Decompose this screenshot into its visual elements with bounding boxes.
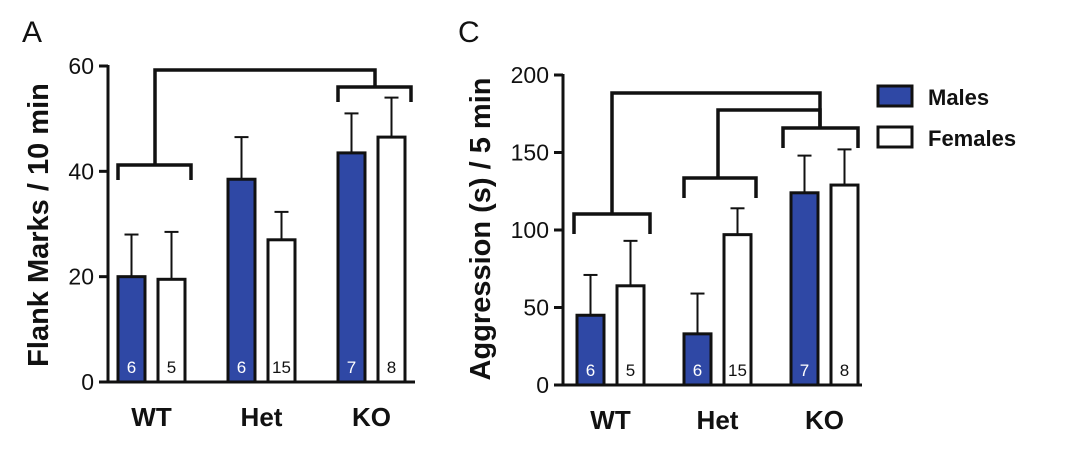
panel-c-bar-female bbox=[722, 233, 753, 387]
panel-c-y-tick-label: 50 bbox=[523, 295, 549, 321]
panel-a: A Flank Marks / 10 min 0 20 40 60 6 5 WT 6 15 Het… bbox=[22, 16, 415, 432]
panel-a-bar-female bbox=[266, 238, 297, 384]
panel-a-n-label-female: 15 bbox=[272, 358, 291, 377]
panel-a-n-label-male: 6 bbox=[127, 358, 136, 377]
panel-a-y-axis-label: Flank Marks / 10 min bbox=[23, 83, 55, 367]
panel-c-y-tick-label: 100 bbox=[511, 217, 549, 243]
panel-a-bar-male bbox=[336, 151, 367, 384]
panel-c-y-tick-label: 150 bbox=[511, 140, 549, 166]
panel-c-n-label-female: 8 bbox=[840, 361, 849, 380]
panel-a-plot: 0 20 40 60 6 5 WT 6 15 Het 7 8 KO bbox=[68, 53, 415, 432]
panel-c-plot: 0 50 100 150 200 6 5 WT 6 15 Het 7 8 KO bbox=[511, 62, 862, 435]
panel-c-significance-bracket bbox=[781, 126, 860, 148]
legend: Males Females bbox=[876, 84, 1016, 151]
legend-label-females: Females bbox=[928, 126, 1016, 151]
legend-swatch-males bbox=[876, 84, 914, 108]
panel-c-significance-bracket bbox=[572, 212, 652, 234]
panel-a-bar-male bbox=[116, 275, 147, 384]
panel-c-bar-male bbox=[789, 191, 820, 387]
panel-a-y-tick-label: 20 bbox=[68, 264, 94, 290]
panel-c-y-tick-label: 200 bbox=[511, 62, 549, 88]
panel-c-n-label-male: 6 bbox=[693, 361, 702, 380]
legend-swatch-females bbox=[876, 125, 914, 149]
panel-a-y-tick-label: 0 bbox=[81, 369, 94, 395]
panel-a-n-label-female: 5 bbox=[167, 358, 176, 377]
panel-c-n-label-female: 15 bbox=[728, 361, 747, 380]
panel-a-letter: A bbox=[22, 16, 42, 49]
panel-c-n-label-female: 5 bbox=[626, 361, 635, 380]
panel-c-n-label-male: 6 bbox=[586, 361, 595, 380]
panel-a-n-label-female: 8 bbox=[387, 358, 396, 377]
panel-a-y-tick-label: 60 bbox=[68, 53, 94, 79]
panel-a-significance-bracket bbox=[336, 85, 413, 102]
panel-c-y-axis-label: Aggression (s) / 5 min bbox=[465, 78, 497, 381]
panel-c-bar-female bbox=[829, 183, 860, 387]
panel-a-bar-female bbox=[156, 277, 187, 384]
panel-a-n-label-male: 6 bbox=[237, 358, 246, 377]
panel-a-significance-connector bbox=[153, 68, 377, 165]
panel-a-category-label: KO bbox=[352, 402, 391, 432]
panel-a-category-label: WT bbox=[131, 402, 172, 432]
panel-c-category-label: WT bbox=[590, 405, 631, 435]
panel-a-bar-male bbox=[226, 177, 257, 384]
panel-c-bar-male bbox=[682, 332, 713, 387]
panel-c-n-label-male: 7 bbox=[800, 361, 809, 380]
panel-a-y-tick-label: 40 bbox=[68, 158, 94, 184]
panel-a-bar-female bbox=[376, 135, 407, 384]
panel-c-significance-connector bbox=[716, 108, 822, 178]
legend-label-males: Males bbox=[928, 85, 989, 110]
panel-a-significance-bracket bbox=[116, 163, 193, 180]
panel-c-significance-bracket bbox=[682, 176, 758, 198]
panel-a-n-label-male: 7 bbox=[347, 358, 356, 377]
panel-c-category-label: Het bbox=[697, 405, 739, 435]
panel-c-category-label: KO bbox=[805, 405, 844, 435]
panel-c-bar-female bbox=[615, 284, 646, 387]
panel-a-category-label: Het bbox=[241, 402, 283, 432]
panel-c: C Aggression (s) / 5 min 0 50 100 150 200 6 5 W… bbox=[458, 16, 862, 435]
panel-c-y-tick-label: 0 bbox=[536, 372, 549, 398]
panel-c-bar-male bbox=[575, 313, 606, 387]
panel-c-letter: C bbox=[458, 16, 480, 49]
